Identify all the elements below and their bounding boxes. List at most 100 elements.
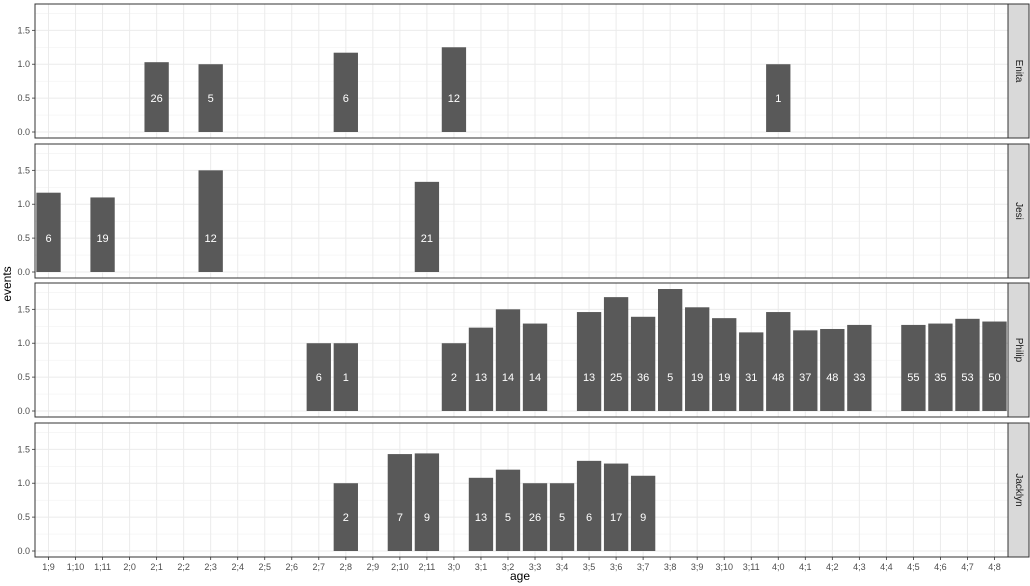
facet-strip — [1007, 422, 1030, 558]
x-tick-label: 2;10 — [391, 562, 409, 572]
x-tick-label: 3;9 — [691, 562, 704, 572]
y-tick-label: 1.0 — [17, 478, 30, 488]
bar — [198, 170, 223, 272]
bar-label: 13 — [475, 372, 487, 384]
bar — [90, 197, 115, 272]
bar-label: 55 — [907, 372, 919, 384]
y-tick-label: 1.5 — [17, 165, 30, 175]
bar-label: 9 — [424, 512, 430, 524]
x-tick-label: 4;0 — [772, 562, 785, 572]
bar — [414, 453, 440, 551]
bar — [495, 309, 521, 411]
x-tick-label: 4;6 — [934, 562, 947, 572]
bar-label: 14 — [529, 372, 541, 384]
bar-label: 5 — [667, 372, 673, 384]
x-tick-label: 2;2 — [177, 562, 190, 572]
y-tick-label: 0.5 — [17, 372, 30, 382]
bar-label: 14 — [502, 372, 514, 384]
y-tick-label: 1.5 — [17, 25, 30, 35]
bar-label: 9 — [640, 512, 646, 524]
x-tick-label: 1;10 — [67, 562, 85, 572]
x-tick-label: 4;7 — [961, 562, 974, 572]
facet-strip-label: Jacklyn — [1013, 473, 1024, 506]
bar — [630, 316, 656, 411]
x-tick-label: 2;11 — [418, 562, 435, 572]
bar — [820, 328, 845, 411]
bar — [333, 483, 358, 551]
x-tick-label: 4;8 — [988, 562, 1001, 572]
bar-label: 12 — [448, 93, 460, 105]
x-tick-label: 3;4 — [556, 562, 569, 572]
y-tick-label: 1.5 — [17, 304, 30, 314]
y-tick-label: 1.0 — [17, 199, 30, 209]
bar — [549, 483, 575, 551]
bar — [739, 332, 764, 411]
y-tick-label: 1.5 — [17, 444, 30, 454]
bar — [576, 460, 602, 551]
bar-label: 19 — [691, 372, 703, 384]
bar-label: 48 — [772, 372, 784, 384]
x-tick-label: 3;11 — [743, 562, 760, 572]
bar-label: 37 — [799, 372, 811, 384]
bar — [36, 192, 61, 272]
bar-label: 31 — [745, 372, 757, 384]
x-tick-label: 2;3 — [204, 562, 217, 572]
bar-label: 25 — [610, 372, 622, 384]
panel-philip: 0.00.51.01.56 1 2 13 14 14 13 25 36 5 19 19 31 48 37 48… — [17, 282, 1030, 418]
bar — [522, 323, 548, 411]
bar-label: 2 — [451, 372, 457, 384]
y-axis-title: events — [0, 266, 14, 301]
bar-label: 19 — [96, 233, 108, 245]
bar-label: 13 — [583, 372, 595, 384]
y-tick-label: 0.0 — [17, 127, 30, 137]
facet-strip-label: Jesi — [1013, 202, 1024, 220]
y-tick-label: 0.5 — [17, 512, 30, 522]
bar-label: 33 — [853, 372, 865, 384]
panel-background — [35, 4, 1008, 138]
x-tick-label: 3;2 — [502, 562, 515, 572]
bar-label: 50 — [988, 372, 1000, 384]
x-tick-label: 2;5 — [258, 562, 271, 572]
facet-strip-label: Enita — [1013, 60, 1024, 83]
y-tick-label: 0.0 — [17, 546, 30, 556]
bar-label: 26 — [151, 93, 163, 105]
x-tick-label: 2;7 — [313, 562, 326, 572]
bar — [306, 343, 331, 411]
y-tick-label: 1.0 — [17, 338, 30, 348]
y-tick-label: 0.5 — [17, 93, 30, 103]
y-tick-label: 0.0 — [17, 406, 30, 416]
x-tick-label: 3;5 — [583, 562, 596, 572]
bar — [685, 307, 710, 411]
facet-strip-label: Philip — [1013, 338, 1024, 363]
x-tick-label: 4;5 — [907, 562, 920, 572]
bar-label: 1 — [775, 93, 781, 105]
x-tick-label: 4;2 — [826, 562, 839, 572]
facet-strip — [1007, 3, 1030, 139]
bar-label: 7 — [397, 512, 403, 524]
bar — [793, 330, 818, 411]
bar-label: 53 — [961, 372, 973, 384]
x-tick-label: 3;1 — [475, 562, 488, 572]
bar-label: 5 — [559, 512, 565, 524]
x-tick-label: 2;6 — [286, 562, 299, 572]
x-tick-label: 2;4 — [231, 562, 244, 572]
y-tick-label: 0.0 — [17, 267, 30, 277]
x-tick-label: 4;4 — [880, 562, 893, 572]
bar — [441, 47, 467, 132]
bar — [144, 62, 169, 132]
bar — [468, 477, 494, 551]
bar-label: 19 — [718, 372, 730, 384]
bar-label: 6 — [45, 233, 51, 245]
x-tick-label: 3;8 — [664, 562, 677, 572]
panel-background — [35, 144, 1008, 278]
bar-label: 6 — [586, 512, 592, 524]
bar-label: 13 — [475, 512, 487, 524]
bar — [766, 312, 791, 411]
x-tick-label: 4;3 — [853, 562, 866, 572]
x-tick-label: 3;7 — [637, 562, 650, 572]
bar-label: 17 — [610, 512, 622, 524]
x-tick-label: 1;11 — [94, 562, 111, 572]
facet-strip — [1007, 143, 1030, 279]
bar — [603, 463, 629, 551]
bar — [657, 289, 683, 411]
